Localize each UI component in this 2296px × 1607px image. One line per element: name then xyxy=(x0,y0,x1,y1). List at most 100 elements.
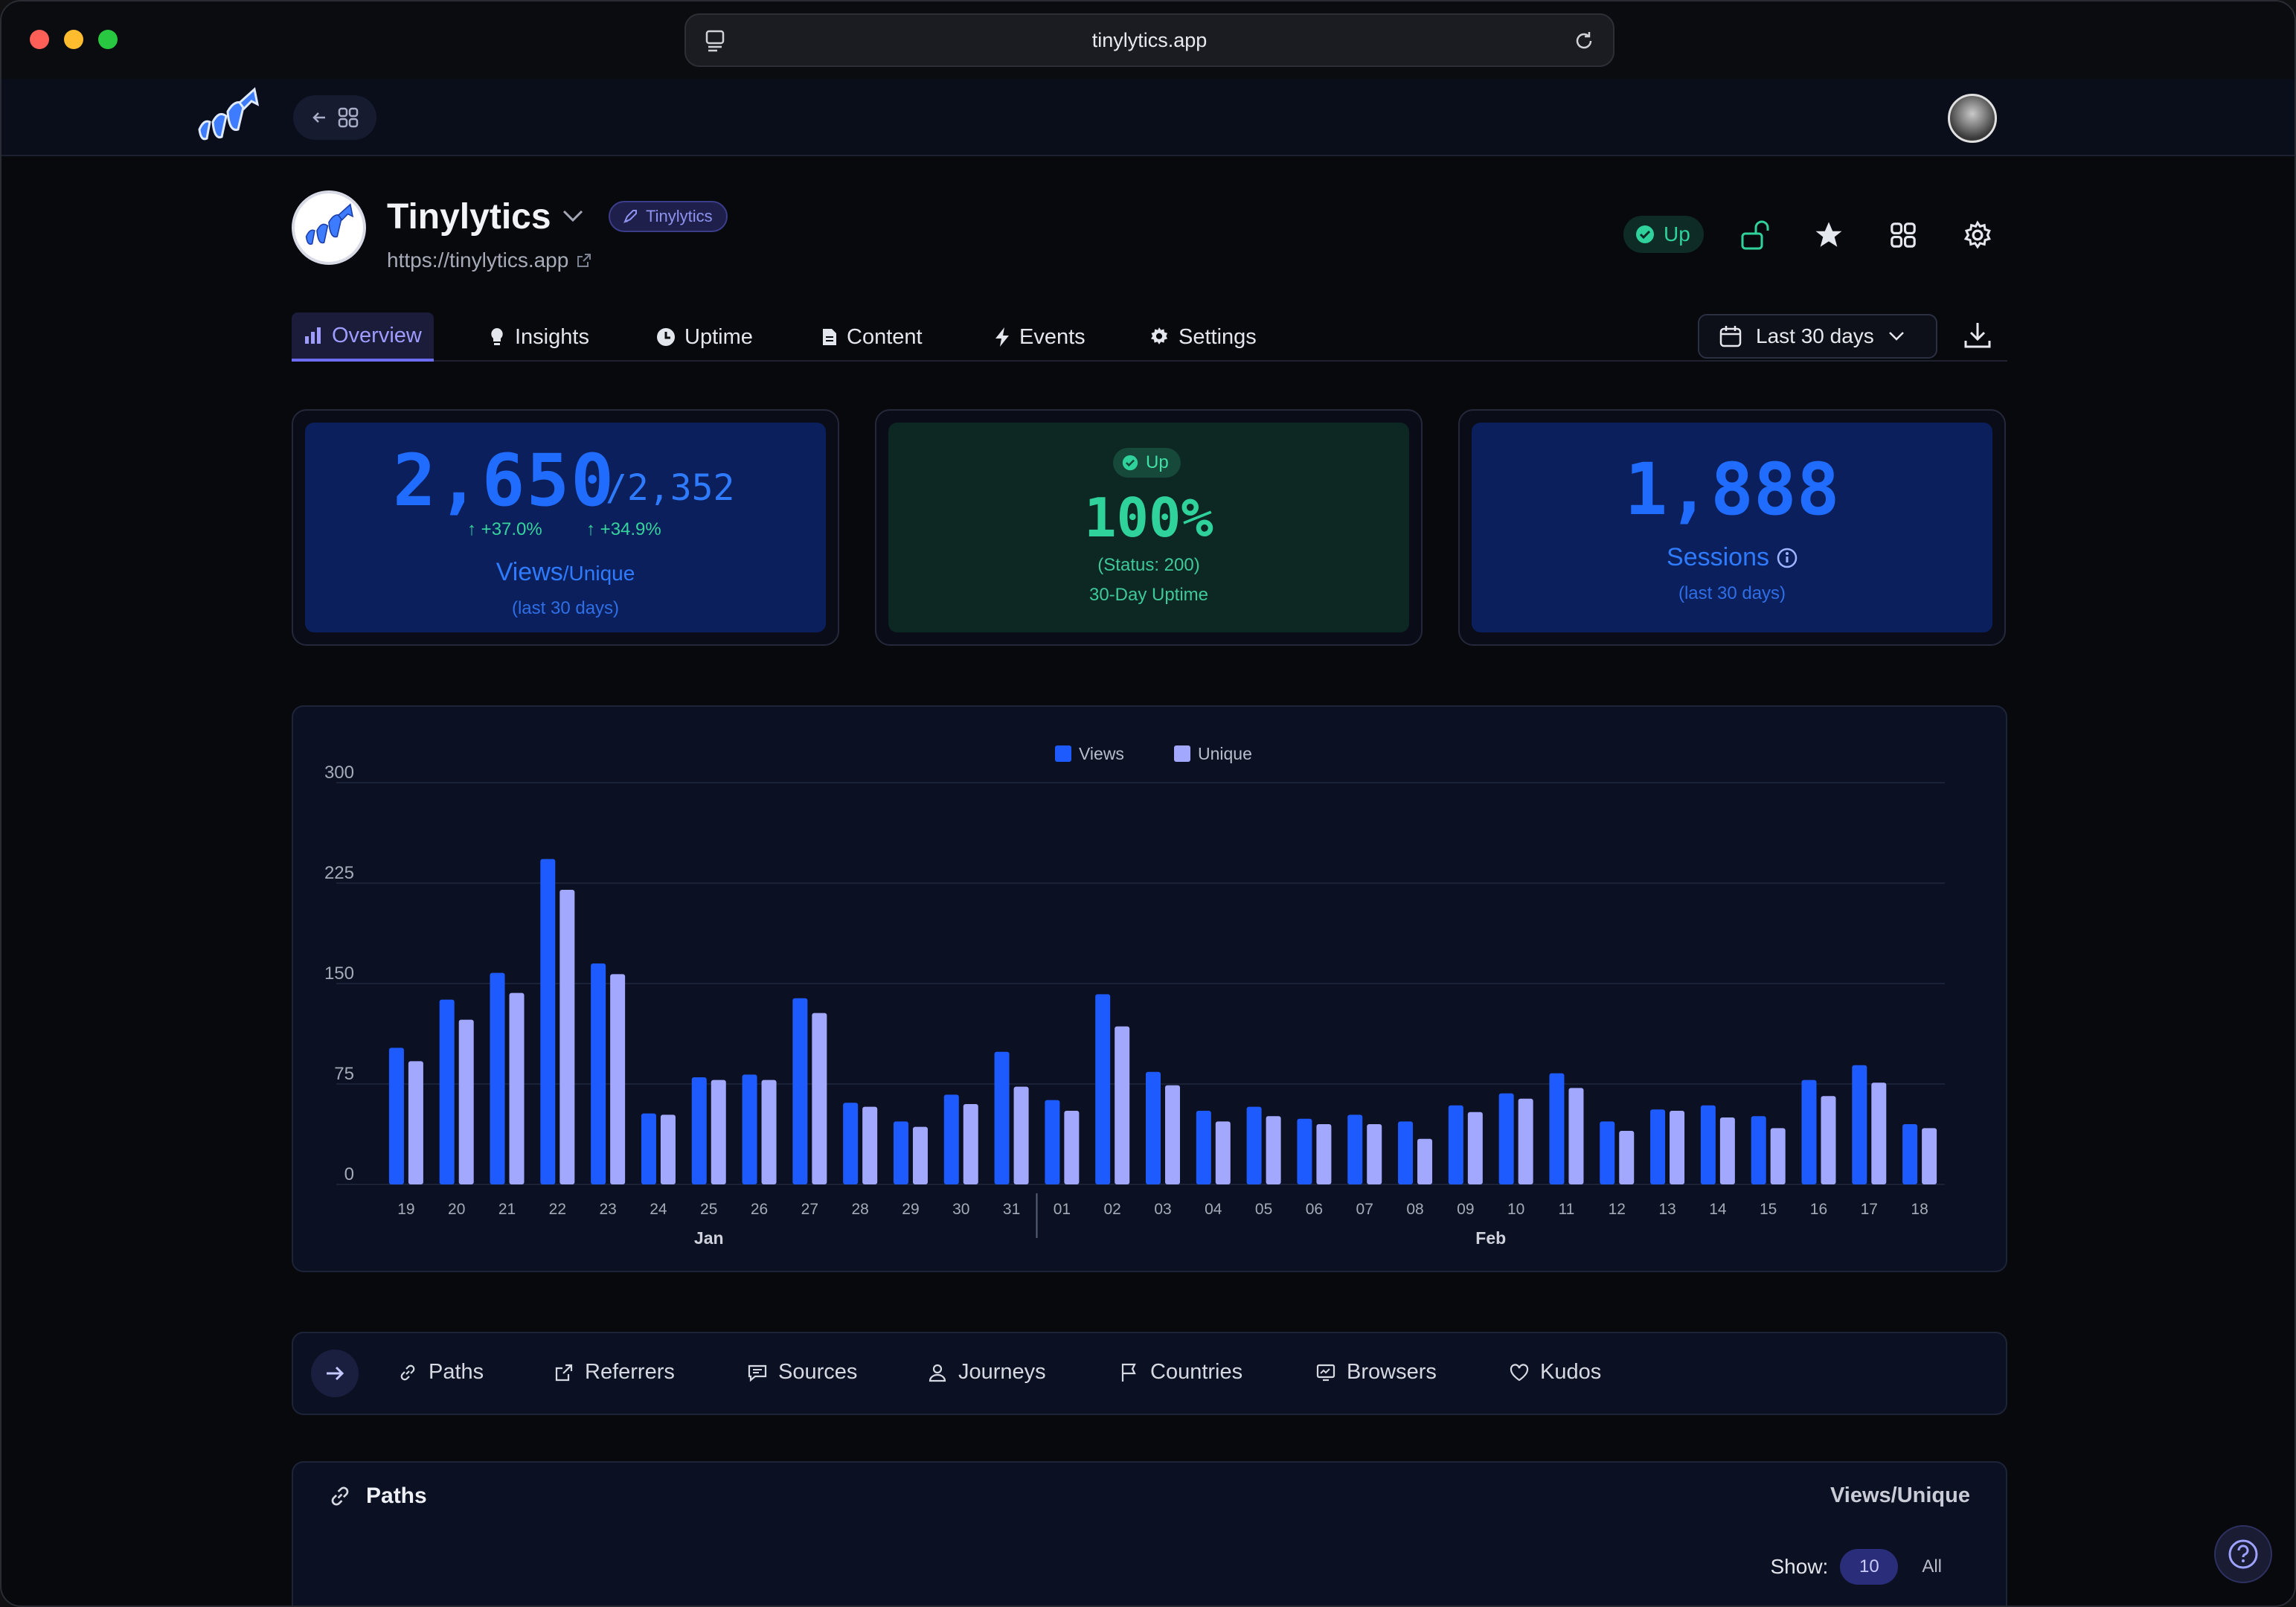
address-bar[interactable]: tinylytics.app xyxy=(684,13,1614,67)
x-tick-label: 15 xyxy=(1760,1201,1777,1218)
y-tick-label: 300 xyxy=(324,763,354,783)
bar-unique xyxy=(1821,1096,1836,1184)
bar-unique xyxy=(408,1061,423,1184)
x-tick-label: 10 xyxy=(1507,1201,1524,1218)
x-tick-label: 30 xyxy=(952,1201,969,1218)
subtab-browsers[interactable]: Browsers xyxy=(1315,1360,1437,1385)
bar-unique xyxy=(862,1106,878,1184)
x-tick-label: 04 xyxy=(1205,1201,1222,1218)
x-tick-label: 20 xyxy=(448,1201,465,1218)
bar-unique xyxy=(509,992,525,1184)
subtab-referrers[interactable]: Referrers xyxy=(554,1360,675,1385)
bar-views xyxy=(1650,1109,1666,1184)
tab-events-label: Events xyxy=(1019,324,1086,349)
settings-gear-icon[interactable] xyxy=(1960,217,1995,253)
star-icon[interactable] xyxy=(1811,217,1847,253)
site-url-link[interactable]: https://tinylytics.app xyxy=(387,248,592,272)
show-10-button[interactable]: 10 xyxy=(1840,1549,1899,1585)
maximize-window-button[interactable] xyxy=(98,30,118,49)
subtab-journeys[interactable]: Journeys xyxy=(927,1360,1046,1385)
bar-views xyxy=(1801,1080,1817,1184)
minimize-window-button[interactable] xyxy=(64,30,83,49)
x-tick-label: 09 xyxy=(1457,1201,1474,1218)
bar-views xyxy=(893,1121,908,1184)
show-label: Show: xyxy=(1770,1555,1829,1578)
views-period: (last 30 days) xyxy=(511,598,620,618)
tab-uptime-label: Uptime xyxy=(684,324,753,349)
legend-swatch xyxy=(1055,745,1071,762)
uptime-status-badge[interactable]: Up xyxy=(1623,216,1704,253)
uptime-stat-card: Up 100% (Status: 200) 30-Day Uptime xyxy=(875,409,1423,646)
site-switcher-chevron-icon[interactable] xyxy=(561,207,585,228)
tab-insights[interactable]: Insights xyxy=(488,312,589,362)
subtab-countries[interactable]: Countries xyxy=(1119,1360,1242,1385)
bar-unique xyxy=(711,1080,726,1184)
x-tick-label: 16 xyxy=(1810,1201,1827,1218)
address-text: tinylytics.app xyxy=(1091,28,1208,51)
info-icon[interactable] xyxy=(1777,548,1798,568)
bar-unique xyxy=(1064,1111,1080,1184)
sessions-total: 1,888 xyxy=(1624,448,1840,531)
x-tick-label: 19 xyxy=(397,1201,414,1218)
browser-icon xyxy=(1316,1364,1335,1381)
bar-views xyxy=(1498,1093,1514,1184)
back-to-dashboard-button[interactable] xyxy=(293,95,376,140)
unlock-icon[interactable] xyxy=(1737,217,1772,253)
subtab-paths[interactable]: Paths xyxy=(397,1360,484,1385)
app-logo[interactable] xyxy=(193,85,262,155)
help-button[interactable] xyxy=(2214,1525,2272,1583)
tab-uptime[interactable]: Uptime xyxy=(656,312,753,362)
bar-unique xyxy=(1670,1111,1685,1184)
bar-unique xyxy=(1115,1026,1130,1184)
site-tag-badge[interactable]: Tinylytics xyxy=(609,201,728,232)
x-tick-label: 08 xyxy=(1406,1201,1423,1218)
bar-unique xyxy=(812,1013,827,1184)
chat-icon xyxy=(748,1364,767,1382)
chevron-down-icon xyxy=(1888,332,1904,341)
site-avatar xyxy=(292,190,366,265)
download-icon[interactable] xyxy=(1961,318,1994,355)
close-window-button[interactable] xyxy=(30,30,49,49)
show-all-button[interactable]: All xyxy=(1922,1556,1942,1576)
calendar-icon xyxy=(1719,326,1742,347)
bar-unique xyxy=(660,1114,676,1184)
user-avatar[interactable] xyxy=(1948,94,1997,143)
x-tick-label: 13 xyxy=(1658,1201,1675,1218)
bar-views xyxy=(742,1074,757,1184)
arrow-right-button[interactable] xyxy=(311,1350,359,1397)
bar-unique xyxy=(610,974,626,1184)
show-count-control: Show: 10 All xyxy=(1770,1549,1942,1585)
tab-overview[interactable]: Overview xyxy=(292,312,434,362)
bar-views xyxy=(1448,1105,1463,1184)
views-change: ↑ +37.0% xyxy=(467,519,542,539)
grid-icon[interactable] xyxy=(1885,217,1921,253)
site-name: Tinylytics xyxy=(387,197,551,237)
arrow-right-icon xyxy=(327,1366,344,1381)
x-tick-label: 03 xyxy=(1154,1201,1171,1218)
bar-unique xyxy=(1266,1116,1281,1184)
reader-icon[interactable] xyxy=(705,30,725,57)
paths-title: Paths xyxy=(366,1483,427,1508)
subtab-sources[interactable]: Sources xyxy=(747,1360,857,1385)
reload-icon[interactable] xyxy=(1573,30,1595,57)
legend-swatch xyxy=(1174,745,1190,762)
bar-unique xyxy=(1417,1138,1433,1184)
tab-events[interactable]: Events xyxy=(994,312,1086,362)
tab-content[interactable]: Content xyxy=(821,312,923,362)
x-tick-label: 31 xyxy=(1003,1201,1020,1218)
bar-unique xyxy=(1871,1082,1887,1184)
person-icon xyxy=(929,1364,946,1382)
tab-settings[interactable]: Settings xyxy=(1149,312,1257,362)
x-tick-label: 17 xyxy=(1861,1201,1878,1218)
date-range-select[interactable]: Last 30 days xyxy=(1698,314,1937,359)
bar-views xyxy=(641,1113,656,1184)
x-tick-label: 27 xyxy=(801,1201,818,1218)
sessions-label: Sessions xyxy=(1472,543,1992,572)
bar-views xyxy=(1347,1114,1363,1184)
bar-unique xyxy=(1013,1086,1029,1184)
subtab-kudos[interactable]: Kudos xyxy=(1509,1360,1601,1385)
x-tick-label: 28 xyxy=(851,1201,868,1218)
legend-label: Unique xyxy=(1198,744,1252,763)
rocket-icon xyxy=(623,210,637,223)
bar-unique xyxy=(1719,1117,1735,1184)
